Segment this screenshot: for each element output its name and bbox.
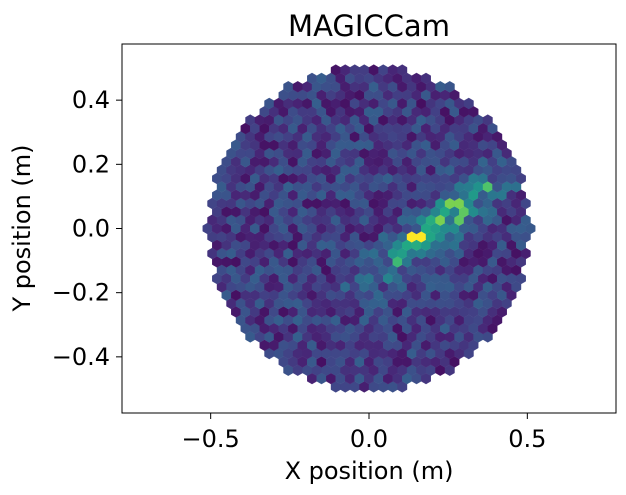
y-axis: −0.4 −0.2 0.0 0.2 0.4 — [52, 86, 122, 371]
x-tick-label: 0.5 — [508, 425, 546, 453]
camera-pixel — [444, 81, 455, 93]
y-tick-label: 0.4 — [72, 86, 110, 114]
camera-pixels — [202, 64, 536, 393]
y-tick-label: −0.2 — [52, 279, 110, 307]
x-axis-title: X position (m) — [285, 457, 454, 485]
x-tick-label: −0.5 — [182, 425, 240, 453]
y-tick-label: 0.0 — [72, 215, 110, 243]
y-tick-label: −0.4 — [52, 343, 110, 371]
y-tick-label: 0.2 — [72, 150, 110, 178]
chart-title: MAGICCam — [288, 9, 450, 43]
y-axis-title: Y position (m) — [8, 144, 36, 312]
x-tick-label: 0.0 — [350, 425, 388, 453]
camera-pixel — [463, 97, 474, 110]
camera-pixel — [421, 72, 431, 85]
camera-pixel — [397, 64, 408, 76]
x-axis: −0.5 0.0 0.5 — [182, 413, 546, 453]
camera-pixel — [482, 114, 493, 126]
